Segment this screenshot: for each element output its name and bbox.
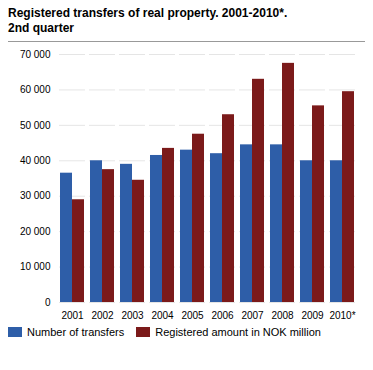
svg-text:2004: 2004 [151, 310, 174, 321]
html-text:Number of transfers: Number of transfers [27, 326, 125, 338]
svg-text:0: 0 [45, 297, 51, 308]
svg-text:40 000: 40 000 [20, 155, 51, 166]
svg-text:2008: 2008 [271, 310, 294, 321]
svg-text:30 000: 30 000 [20, 190, 51, 201]
svg-text:70 000: 70 000 [20, 49, 51, 60]
svg-text:2005: 2005 [181, 310, 204, 321]
svg-text:2002: 2002 [91, 310, 114, 321]
svg-text:20 000: 20 000 [20, 226, 51, 237]
svg-text:2006: 2006 [211, 310, 234, 321]
svg-text:10 000: 10 000 [20, 261, 51, 272]
svg-text:2010*: 2010* [329, 310, 355, 321]
html-text:Registered transfers of real p: Registered transfers of real property. 2… [8, 6, 288, 20]
svg-text:2009: 2009 [301, 310, 324, 321]
svg-text:2001: 2001 [61, 310, 84, 321]
svg-text:60 000: 60 000 [20, 84, 51, 95]
html-text:Registered amount in NOK milli: Registered amount in NOK million [155, 326, 321, 338]
svg-text:2007: 2007 [241, 310, 264, 321]
svg-text:50 000: 50 000 [20, 120, 51, 131]
svg-text:2003: 2003 [121, 310, 144, 321]
html-text:2nd quarter: 2nd quarter [8, 21, 74, 35]
